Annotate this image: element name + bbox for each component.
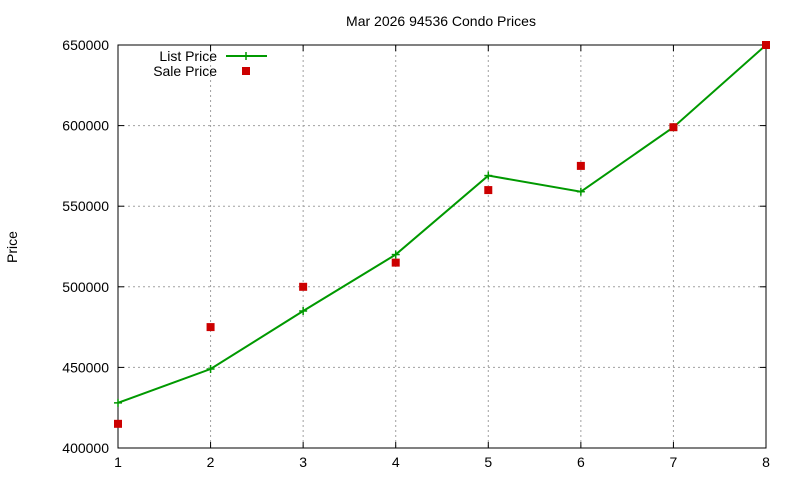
y-tick-label: 400000 (62, 440, 109, 456)
y-tick-label: 450000 (62, 359, 109, 375)
list-price-point (114, 398, 122, 407)
sale-price-point (206, 323, 215, 332)
y-tick-label: 650000 (62, 37, 109, 53)
legend-plus-marker (242, 52, 250, 60)
sale-price-point (669, 123, 678, 132)
x-tick-label: 3 (299, 454, 307, 470)
sale-price-point (576, 161, 585, 170)
list-price-point (391, 250, 400, 259)
series-list-price (114, 41, 770, 407)
legend-label: Sale Price (153, 63, 217, 79)
grid-lines (118, 45, 766, 448)
list-price-point (299, 306, 308, 315)
y-tick-label: 500000 (62, 279, 109, 295)
sale-price-point (114, 419, 122, 428)
x-tick-label: 2 (207, 454, 215, 470)
chart-title: Mar 2026 94536 Condo Prices (346, 13, 536, 29)
x-tick-label: 4 (392, 454, 400, 470)
plot-frame (117, 44, 767, 449)
list-price-point (206, 365, 215, 374)
y-tick-label: 550000 (62, 198, 109, 214)
list-price-point (576, 187, 585, 196)
sale-price-point (762, 41, 770, 49)
x-tick-label: 6 (577, 454, 585, 470)
list-price-point (484, 171, 493, 180)
sale-price-point (391, 258, 400, 267)
sale-price-point (484, 186, 493, 195)
y-axis-label: Price (4, 231, 20, 263)
axis-ticks: 1 2 3 4 5 6 7 8 400000 450000 500000 550000 600000 65… (62, 37, 770, 470)
sale-price-point (299, 282, 308, 291)
y-tick-label: 600000 (62, 118, 109, 134)
series-sale-price (114, 41, 770, 428)
x-tick-label: 7 (670, 454, 678, 470)
series-layer (114, 41, 770, 428)
legend-square-marker (242, 67, 250, 75)
list-price-line (117, 44, 767, 404)
x-tick-label: 8 (762, 454, 770, 470)
x-tick-label: 5 (484, 454, 492, 470)
legend-label: List Price (159, 48, 217, 64)
x-tick-label: 1 (114, 454, 122, 470)
